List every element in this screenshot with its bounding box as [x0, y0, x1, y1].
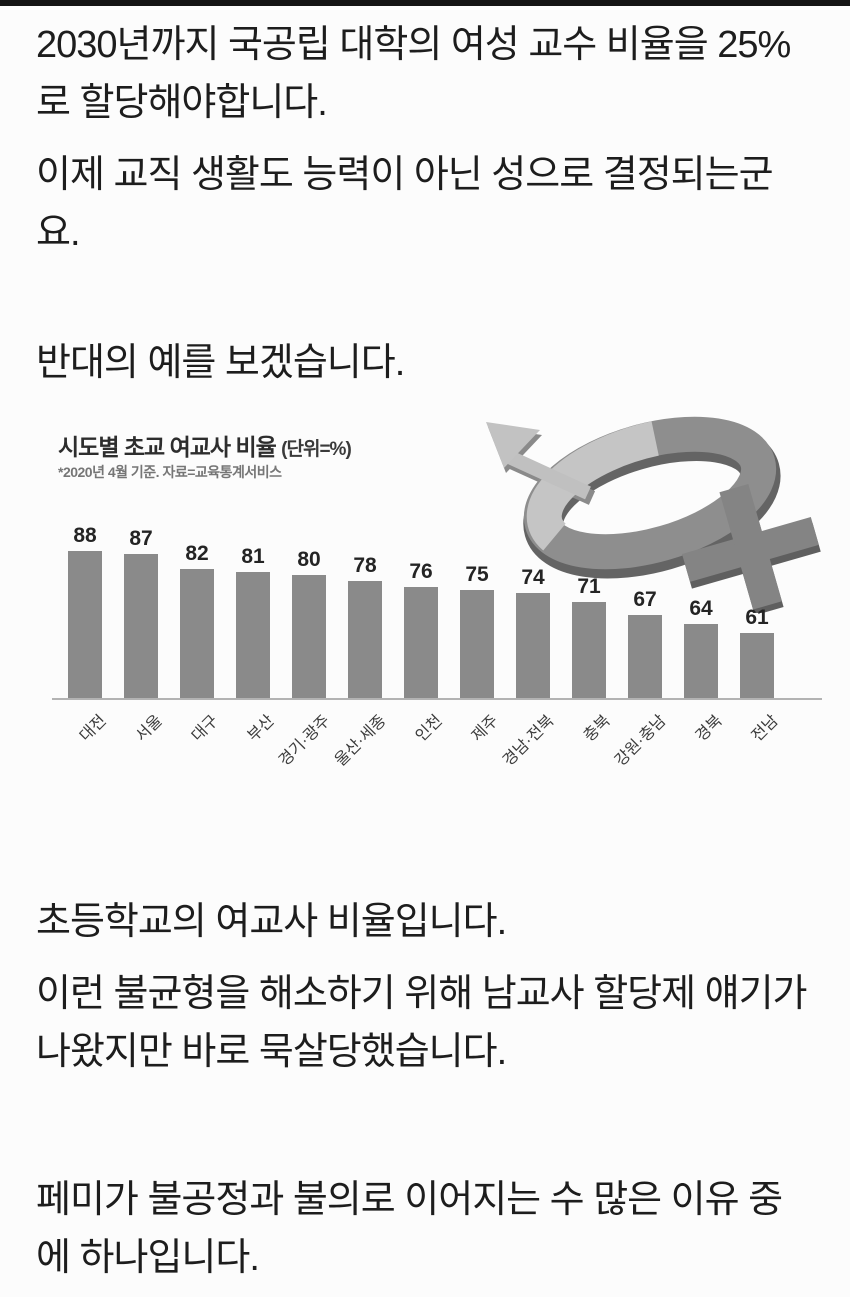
bar [404, 587, 438, 698]
chart-female-teacher-ratio: 시도별 초교 여교사 비율 (단위=%) *2020년 4월 기준. 자료=교육… [0, 416, 850, 801]
bar-category-label: 울산·세종 [331, 712, 390, 770]
bar-value-label: 81 [241, 545, 265, 568]
bar-value-label: 82 [185, 542, 209, 565]
bar [740, 633, 774, 698]
paragraph-male-quota-dismissed: 이런 불균형을 해소하기 위해 남교사 할당제 얘기가 나왔지만 바로 묵살당했… [36, 973, 808, 1073]
bar-category-label: 경북 [692, 712, 726, 746]
x-axis-line [52, 698, 822, 700]
paragraph-conclusion: 페미가 불공정과 불의로 이어지는 수 많은 이유 중에 하나입니다. [36, 1179, 783, 1279]
bar [628, 615, 662, 698]
bar-value-label: 61 [745, 606, 769, 629]
gender-symbol-icon [486, 416, 821, 613]
bar-value-label: 87 [129, 527, 153, 550]
bar-category-label: 제주 [468, 712, 502, 746]
bar [236, 572, 270, 698]
bar [292, 575, 326, 698]
chart-source-note: *2020년 4월 기준. 자료=교육통계서비스 [58, 464, 282, 480]
paragraph-decided-by-sex: 이제 교직 생활도 능력이 아닌 성으로 결정되는군요. [36, 154, 774, 254]
bar-value-label: 67 [633, 588, 657, 611]
bar-category-label: 부산 [244, 712, 278, 746]
bar-value-label: 80 [297, 548, 321, 571]
bar-category-label: 인천 [412, 712, 446, 746]
bar [180, 569, 214, 698]
bar [68, 551, 102, 698]
bar-category-label: 대구 [188, 712, 222, 746]
bar [460, 590, 494, 698]
bar-category-label: 대전 [76, 712, 110, 746]
bar [684, 624, 718, 698]
top-border [0, 0, 850, 6]
chart-title-unit: (단위=%) [281, 439, 352, 460]
paragraph-chart-caption: 초등학교의 여교사 비율입니다. [36, 901, 507, 943]
bar-category-label: 충북 [580, 712, 614, 746]
bar-value-label: 75 [465, 563, 489, 586]
bar-value-label: 88 [73, 524, 97, 547]
bar-value-label: 76 [409, 560, 433, 583]
bar-category-label: 서울 [132, 712, 166, 746]
bar-category-label: 전남 [748, 712, 782, 746]
bar [124, 554, 158, 698]
bar-value-label: 64 [689, 597, 713, 620]
bar-category-label: 강원·충남 [611, 712, 670, 770]
bar [572, 602, 606, 698]
chart-title-text: 시도별 초교 여교사 비율 [58, 434, 277, 460]
bar-category-label: 경기·광주 [275, 712, 334, 770]
bar-value-label: 74 [521, 566, 545, 589]
paragraph-opposite-example: 반대의 예를 보겠습니다. [36, 342, 405, 384]
bar [516, 593, 550, 698]
bar [348, 581, 382, 698]
bar-value-label: 71 [577, 575, 601, 598]
chart-title: 시도별 초교 여교사 비율 (단위=%) [58, 428, 352, 462]
bar-value-label: 78 [353, 554, 377, 577]
bar-category-label: 경남·전북 [499, 712, 558, 770]
paragraph-professor-quota: 2030년까지 국공립 대학의 여성 교수 비율을 25%로 할당해야합니다. [36, 24, 791, 124]
